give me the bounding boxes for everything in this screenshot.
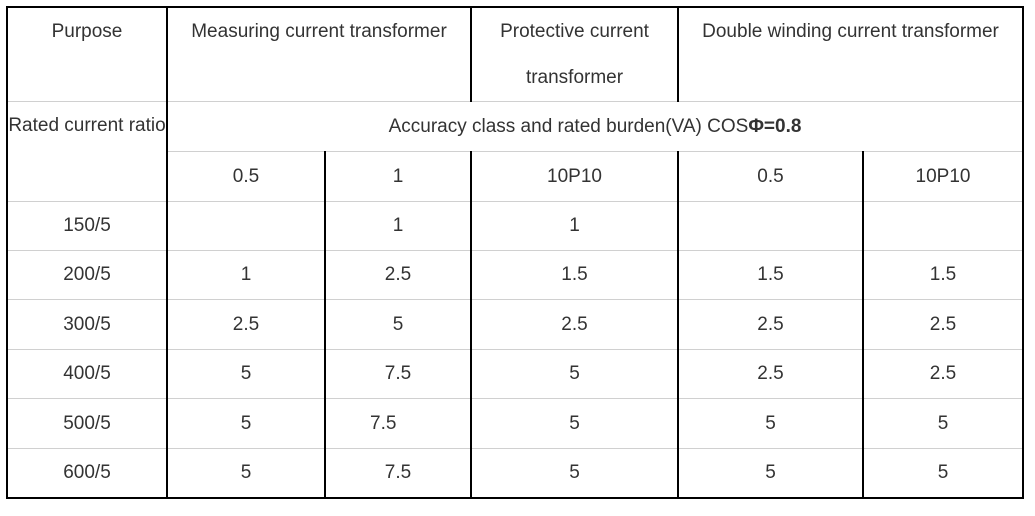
ratio-cell: 300/5 [6,299,168,350]
value-cell: 1 [470,201,680,251]
table-row: 500/5 5 7.5 5 5 5 [6,398,1025,449]
table-row: 400/5 5 7.5 5 2.5 2.5 [6,349,1025,399]
value-cell [677,201,865,251]
value-cell: 2.5 [470,299,680,350]
value-cell: 1 [323,201,473,251]
value-cell: 7.5 [323,398,473,449]
protective-ct-header: Protective current transformer [470,6,680,102]
value-cell: 2.5 [677,299,865,350]
value-cell: 1 [166,250,326,300]
value-cell: 7.5 [323,349,473,399]
value-cell: 7.5 [323,448,473,499]
value-cell: 5 [470,349,680,399]
accuracy-class-label: Accuracy class and rated burden(VA) COS [388,115,749,137]
burden-table: Purpose Measuring current transformer Pr… [6,6,1025,499]
value-cell [862,201,1025,251]
value-cell: 5 [862,398,1025,449]
value-cell: 5 [166,349,326,399]
value-cell: 2.5 [323,250,473,300]
value-cell: 5 [166,448,326,499]
class-cell: 1 [323,151,473,202]
purpose-header: Purpose [6,6,168,102]
value-cell: 2.5 [862,349,1025,399]
value-cell: 2.5 [166,299,326,350]
value-cell: 1.5 [470,250,680,300]
accuracy-cos-phi: Φ=0.8 [748,115,802,137]
value-cell: 5 [862,448,1025,499]
class-row: 0.5 1 10P10 0.5 10P10 [7,151,1025,202]
value-cell: 5 [677,448,865,499]
ratio-cell: 200/5 [6,250,168,300]
class-cell: 10P10 [862,151,1025,202]
class-cell: 10P10 [470,151,680,202]
value-cell: 5 [470,398,680,449]
ratio-cell: 600/5 [6,448,168,499]
value-cell: 1.5 [862,250,1025,300]
rated-current-ratio-header: Rated current ratio [6,101,168,202]
value-cell: 2.5 [862,299,1025,350]
accuracy-class-header: Accuracy class and rated burden(VA) COSΦ… [165,101,1025,152]
header-row: Purpose Measuring current transformer Pr… [6,6,1025,102]
value-cell: 5 [677,398,865,449]
ratio-cell: 150/5 [6,201,168,251]
table-row: 600/5 5 7.5 5 5 5 [6,448,1025,499]
table-row: 150/5 1 1 [6,201,1025,251]
table-row: 300/5 2.5 5 2.5 2.5 2.5 [6,299,1025,350]
value-cell: 5 [470,448,680,499]
value-cell [166,201,326,251]
value-cell: 5 [323,299,473,350]
value-cell: 1.5 [677,250,865,300]
accuracy-row: Rated current ratio Accuracy class and r… [6,101,1025,202]
class-cell: 0.5 [166,151,326,202]
measuring-ct-header: Measuring current transformer [165,6,473,102]
value-cell: 2.5 [677,349,865,399]
ratio-cell: 400/5 [6,349,168,399]
double-winding-ct-header: Double winding current transformer [677,6,1025,102]
table-row: 200/5 1 2.5 1.5 1.5 1.5 [6,250,1025,300]
class-cell: 0.5 [677,151,865,202]
ratio-cell: 500/5 [6,398,168,449]
value-cell: 5 [166,398,326,449]
